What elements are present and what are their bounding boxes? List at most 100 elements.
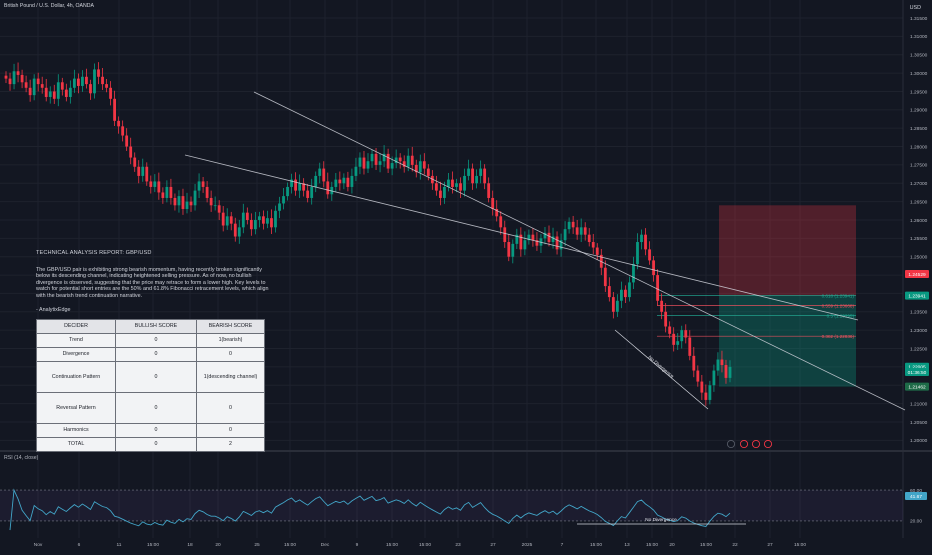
row-bullish: 0 <box>115 437 197 453</box>
candle-body <box>688 337 692 356</box>
candle-body <box>205 186 209 198</box>
candle-body <box>571 221 575 228</box>
candle-body <box>28 87 32 96</box>
candle-body <box>672 333 676 345</box>
candle-body <box>455 183 458 187</box>
time-tick-label: 15:00 <box>794 542 806 548</box>
price-tick-label: 1.20000 <box>910 438 928 444</box>
rsi-label[interactable]: RSI (14, close) <box>4 455 39 461</box>
time-tick-label: 15:00 <box>147 542 159 548</box>
candle-body <box>326 181 330 195</box>
candle-body <box>85 76 88 85</box>
candle-body <box>398 157 402 162</box>
table-row: TOTAL 0 2 <box>36 437 265 453</box>
price-tick-label: 1.21000 <box>910 401 928 407</box>
price-tick-label: 1.29500 <box>910 89 928 95</box>
candle-body <box>141 166 145 176</box>
price-axis[interactable]: 1.31500 1.31000 1.30500 1.30000 1.29500 1.290… <box>905 16 929 444</box>
candle-body <box>555 236 559 250</box>
candle-body <box>426 168 430 176</box>
candle-body <box>370 153 374 162</box>
fib-label: 0.618 (1.23941) <box>822 293 855 298</box>
time-tick-label: 18 <box>187 542 193 548</box>
rsi-divergence-label: No Divergence <box>645 517 677 523</box>
candle-body <box>137 166 141 176</box>
candle-body <box>258 216 261 220</box>
price-badge <box>905 382 929 391</box>
price-tick-label: 1.25000 <box>910 255 928 261</box>
candle-body <box>334 179 338 187</box>
candle-body <box>81 76 84 86</box>
time-axis[interactable]: Nov 6 11 15:00 18 20 25 15:00 Dec 9 15:00 15:00 23 27… <box>34 542 807 548</box>
candle-body <box>32 78 36 96</box>
row-bearish: 0 <box>196 392 265 425</box>
candle-body <box>169 186 173 198</box>
stop-zone <box>719 205 856 296</box>
candle-body <box>40 84 44 88</box>
candle-body <box>467 168 470 176</box>
price-tick-label: 1.26500 <box>910 199 928 205</box>
table-row: Divergence 0 0 <box>36 347 265 363</box>
time-tick-label: 27 <box>490 542 496 548</box>
channel-upper-line <box>253 91 906 411</box>
time-tick-label: 20 <box>669 542 675 548</box>
time-tick-label: 13 <box>624 542 630 548</box>
time-tick-label: 23 <box>455 542 461 548</box>
price-tick-label: 1.27000 <box>910 181 928 187</box>
candle-body <box>386 153 390 169</box>
candle-body <box>253 219 257 230</box>
candle-body <box>217 205 221 213</box>
candle-body <box>491 197 495 209</box>
candle-body <box>680 330 684 342</box>
row-bearish: 1(bearish) <box>196 333 265 349</box>
row-decider: Reversal Pattern <box>36 392 116 425</box>
candle-body <box>724 365 728 378</box>
symbol-title[interactable]: British Pound / U.S. Dollar, 4h, OANDA <box>4 3 94 9</box>
candle-body <box>209 197 213 206</box>
candle-body <box>664 311 668 327</box>
currency-label[interactable]: USD <box>909 5 921 11</box>
event-marker-icon <box>763 439 773 449</box>
candle-body <box>696 370 700 382</box>
candle-body <box>72 78 76 88</box>
candle-body <box>64 89 68 97</box>
candles <box>4 62 732 406</box>
candle-body <box>237 227 241 237</box>
row-bearish: 2 <box>196 437 265 453</box>
event-markers[interactable] <box>726 439 773 449</box>
row-bullish: 0 <box>115 333 197 349</box>
candle-body <box>583 227 587 235</box>
candle-body <box>479 168 483 176</box>
candle-body <box>447 179 450 187</box>
candle-body <box>567 221 571 230</box>
candle-body <box>382 153 386 162</box>
candle-body <box>149 181 153 187</box>
candle-body <box>704 392 708 400</box>
time-tick-label: 6 <box>78 542 81 548</box>
candle-body <box>221 212 225 226</box>
candle-body <box>44 87 48 97</box>
price-badge-label: 1.23941 <box>908 293 926 299</box>
rsi-band <box>0 490 903 521</box>
candle-body <box>700 381 704 393</box>
header-bearish: BEARISH SCORE <box>196 319 265 335</box>
time-tick-label: Nov <box>34 542 43 548</box>
candle-body <box>422 161 426 169</box>
candle-body <box>105 84 108 88</box>
candle-body <box>591 242 595 248</box>
candle-body <box>624 289 627 298</box>
position-zones <box>719 205 856 387</box>
candle-body <box>547 232 551 243</box>
candle-body <box>290 179 293 187</box>
candle-body <box>503 227 507 243</box>
candle-body <box>48 91 52 97</box>
candle-body <box>595 247 599 255</box>
candle-body <box>676 341 680 345</box>
table-row: Continuation Pattern 0 1(descending chan… <box>36 361 265 394</box>
row-decider: Divergence <box>36 347 116 363</box>
candle-body <box>270 218 273 228</box>
price-tick-label: 1.25500 <box>910 236 928 242</box>
candle-body <box>117 120 121 127</box>
